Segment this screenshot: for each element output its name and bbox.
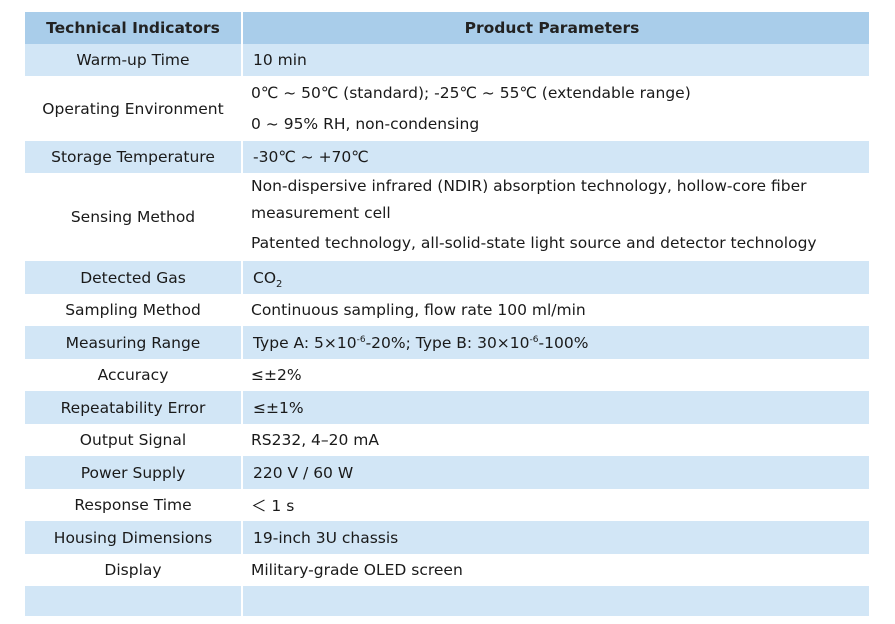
spec-table: Technical Indicators Product Parameters …: [25, 12, 869, 616]
table-row: Measuring Range Type A: 5×10-6-20%; Type…: [25, 326, 869, 359]
value-line: 0℃ ~ 50℃ (standard); -25℃ ~ 55℃ (extenda…: [251, 84, 691, 102]
table-row: Response Time ＜ 1 s: [25, 489, 869, 521]
row-label: Repeatability Error: [60, 398, 206, 417]
row-value: Type A: 5×10-6-20%; Type B: 30×10-6-100%: [241, 326, 861, 359]
table-row: Display Military-grade OLED screen: [25, 554, 869, 586]
row-label: Display: [104, 561, 162, 579]
table-row: Sampling Method Continuous sampling, flo…: [25, 294, 869, 326]
row-value: Continuous sampling, flow rate 100 ml/mi…: [251, 301, 586, 319]
table-row: Repeatability Error ≤±1%: [25, 391, 869, 424]
row-label-empty: [25, 586, 241, 616]
table-row: Sensing Method Non-dispersive infrared (…: [25, 173, 869, 261]
row-label: Sampling Method: [65, 301, 201, 319]
value-line: 0 ~ 95% RH, non-condensing: [251, 115, 480, 133]
gas-formula: CO2: [253, 268, 283, 290]
row-value: Non-dispersive infrared (NDIR) absorptio…: [241, 173, 849, 261]
table-row: Accuracy ≤±2%: [25, 359, 869, 391]
value-line: Non-dispersive infrared (NDIR) absorptio…: [251, 177, 807, 195]
row-label: Response Time: [74, 496, 192, 514]
row-label: Output Signal: [79, 431, 187, 449]
row-label: Housing Dimensions: [53, 528, 213, 547]
row-label: Storage Temperature: [51, 148, 215, 166]
row-label: Warm-up Time: [76, 51, 190, 69]
row-value: 19-inch 3U chassis: [241, 521, 861, 554]
table-row: Detected Gas CO2: [25, 261, 869, 294]
table-row: Power Supply 220 V / 60 W: [25, 456, 869, 489]
table-row: Operating Environment 0℃ ~ 50℃ (standard…: [25, 76, 869, 141]
row-value: 220 V / 60 W: [241, 456, 861, 489]
range-text: Type A: 5×10-6-20%; Type B: 30×10-6-100%: [253, 333, 589, 352]
row-value: ≤±1%: [241, 391, 861, 424]
row-value: -30℃ ~ +70℃: [241, 141, 861, 173]
table-row: Housing Dimensions 19-inch 3U chassis: [25, 521, 869, 554]
row-label: Operating Environment: [42, 99, 224, 118]
row-value: ≤±2%: [251, 366, 302, 384]
row-label: Measuring Range: [65, 333, 201, 352]
table-row: Output Signal RS232, 4–20 mA: [25, 424, 869, 456]
value-line: measurement cell: [251, 204, 391, 222]
row-value: CO2: [241, 261, 861, 294]
header-product-parameters: Product Parameters: [241, 12, 861, 44]
table-row: Storage Temperature -30℃ ~ +70℃: [25, 141, 869, 173]
row-value: 10 min: [241, 44, 861, 76]
row-label: Power Supply: [80, 463, 186, 482]
row-value: Military-grade OLED screen: [251, 561, 463, 579]
table-row-empty: [25, 586, 869, 616]
table-header: Technical Indicators Product Parameters: [25, 12, 869, 44]
row-value: ＜ 1 s: [251, 497, 295, 515]
row-label: Detected Gas: [80, 268, 186, 287]
row-value-empty: [241, 586, 861, 616]
row-label: Sensing Method: [70, 208, 196, 226]
header-technical-indicators: Technical Indicators: [46, 19, 220, 37]
row-value: 0℃ ~ 50℃ (standard); -25℃ ~ 55℃ (extenda…: [241, 76, 849, 141]
row-label: Accuracy: [97, 366, 169, 384]
row-value: RS232, 4–20 mA: [251, 431, 380, 449]
table-row: Warm-up Time 10 min: [25, 44, 869, 76]
value-line: Patented technology, all-solid-state lig…: [251, 234, 817, 252]
